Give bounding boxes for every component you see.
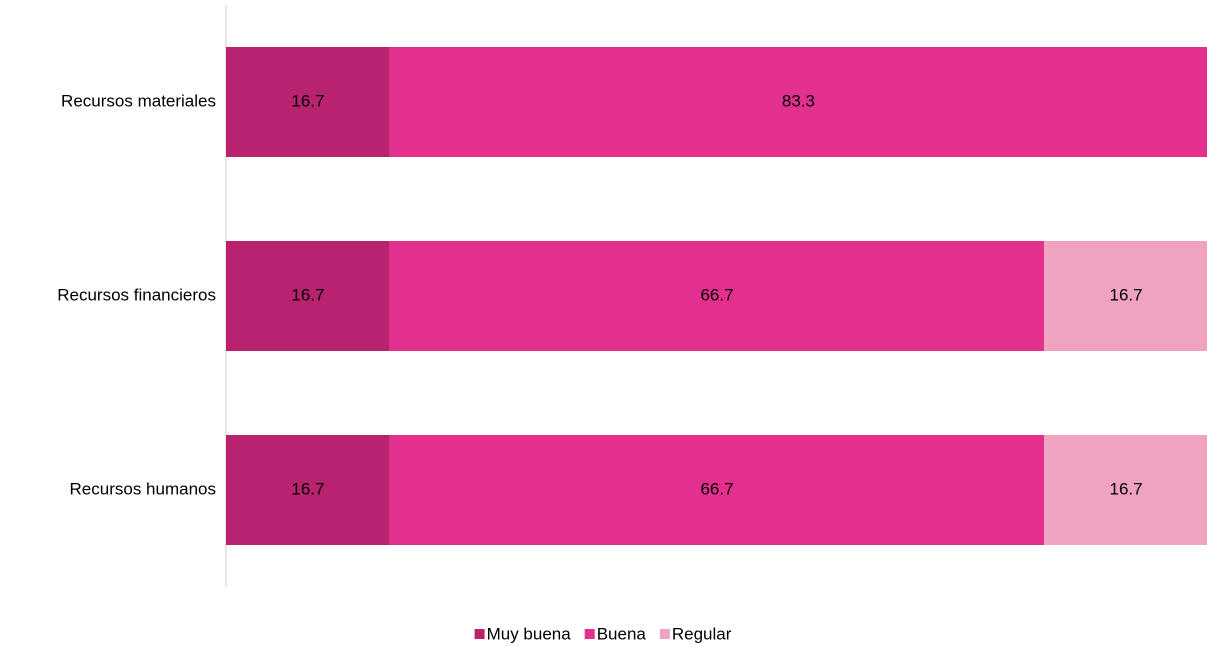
bar-segment — [389, 241, 1045, 351]
bar-segment — [226, 435, 390, 545]
bar-segment — [226, 47, 390, 157]
data-label: 66.7 — [700, 479, 733, 498]
bar-segment — [1044, 435, 1207, 545]
data-label: 16.7 — [291, 479, 324, 498]
y-tick-label: Recursos financieros — [57, 285, 216, 304]
data-label: 66.7 — [700, 285, 733, 304]
legend-swatch — [584, 629, 595, 639]
bar-segment — [1044, 241, 1207, 351]
data-label: 16.7 — [1110, 285, 1143, 304]
legend-swatch — [659, 629, 670, 639]
data-label: 16.7 — [291, 285, 324, 304]
legend-label: Regular — [672, 624, 732, 643]
bar-segment — [389, 47, 1207, 157]
data-label: 16.7 — [291, 91, 324, 110]
bar-segment — [226, 241, 390, 351]
data-label: 16.7 — [1110, 479, 1143, 498]
y-tick-label: Recursos materiales — [61, 91, 216, 110]
legend-label: Buena — [597, 624, 647, 643]
bar-segment — [389, 435, 1045, 545]
legend-label: Muy buena — [487, 624, 572, 643]
data-label: 83.3 — [782, 91, 815, 110]
legend-swatch — [474, 629, 485, 639]
y-tick-label: Recursos humanos — [70, 479, 216, 498]
